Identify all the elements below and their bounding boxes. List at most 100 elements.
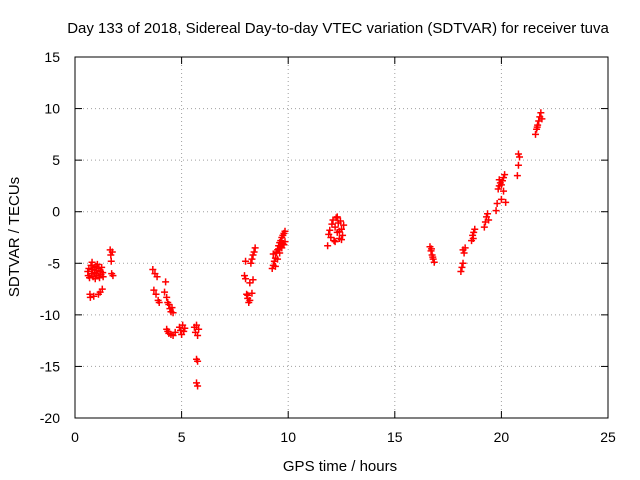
data-point: [494, 185, 502, 193]
y-axis: -20 -15 -10 -5 0 5 10 15: [40, 49, 608, 426]
x-tick-label: 0: [71, 429, 79, 445]
data-point: [181, 324, 189, 332]
data-point: [331, 223, 339, 231]
y-axis-title: SDTVAR / TECUs: [6, 177, 23, 297]
data-point: [249, 276, 257, 284]
data-point: [495, 176, 503, 184]
data-point: [194, 357, 202, 365]
data-point: [460, 249, 468, 257]
data-point: [247, 259, 255, 267]
data-point: [165, 301, 173, 309]
data-point: [98, 263, 106, 271]
x-axis-title: GPS time / hours: [283, 458, 397, 475]
data-point: [327, 234, 335, 241]
data-point: [98, 285, 106, 293]
data-point: [107, 257, 115, 265]
data-point: [248, 289, 256, 297]
data-point: [538, 115, 546, 123]
data-point: [514, 150, 522, 158]
data-point: [332, 214, 340, 222]
data-point: [162, 278, 170, 286]
data-point: [248, 255, 256, 263]
y-tick-label: -15: [40, 358, 60, 374]
data-point: [150, 286, 158, 294]
data-point: [497, 181, 505, 189]
data-point: [338, 236, 345, 244]
data-point: [153, 273, 161, 281]
chart-title: Day 133 of 2018, Sidereal Day-to-day VTE…: [67, 20, 609, 37]
y-tick-label: -10: [40, 307, 60, 323]
data-point: [108, 248, 116, 256]
y-tick-label: 10: [44, 101, 60, 117]
data-point: [340, 221, 348, 229]
data-point: [336, 217, 344, 225]
data-point: [333, 213, 341, 221]
data-point: [471, 225, 479, 233]
data-point: [90, 292, 98, 300]
data-point: [193, 321, 201, 329]
data-point: [194, 331, 202, 339]
data-point: [513, 172, 521, 180]
data-point: [242, 275, 250, 283]
data-points: [84, 109, 546, 390]
y-tick-label: -5: [48, 255, 61, 271]
data-point: [251, 244, 259, 252]
data-point: [427, 245, 435, 253]
x-axis: 0 5 10 15 20 25: [71, 57, 616, 445]
data-point: [485, 216, 493, 224]
data-point: [469, 235, 477, 243]
data-point: [249, 251, 257, 259]
data-point: [193, 379, 201, 387]
data-point: [242, 257, 250, 265]
data-point: [244, 291, 252, 299]
data-point: [85, 274, 93, 282]
data-point: [484, 210, 492, 218]
y-tick-label: 15: [44, 49, 60, 65]
data-point: [274, 255, 282, 263]
x-tick-label: 25: [600, 429, 616, 445]
data-point: [492, 207, 500, 215]
data-point: [532, 130, 540, 138]
data-point: [480, 223, 488, 231]
data-point: [493, 199, 501, 207]
data-point: [169, 309, 177, 317]
data-point: [500, 187, 508, 195]
data-point: [457, 268, 465, 276]
data-point: [109, 272, 117, 280]
data-point: [516, 153, 524, 161]
data-point: [86, 293, 94, 301]
data-point: [180, 327, 188, 335]
data-point: [96, 274, 104, 282]
data-point: [161, 288, 169, 296]
data-point: [326, 226, 334, 234]
data-point: [276, 249, 284, 257]
data-point: [502, 198, 510, 206]
y-tick-label: -20: [40, 410, 60, 426]
plot-frame: [74, 56, 609, 419]
data-point: [501, 171, 509, 179]
data-point: [149, 265, 157, 273]
data-point: [500, 174, 508, 182]
data-point: [470, 228, 478, 236]
x-tick-label: 5: [178, 429, 186, 445]
data-point: [458, 263, 466, 271]
data-point: [537, 109, 545, 117]
data-point: [246, 296, 254, 304]
data-point: [324, 242, 332, 250]
y-tick-label: 5: [52, 152, 60, 168]
data-point: [533, 123, 541, 131]
data-point: [107, 251, 115, 259]
data-point: [281, 227, 289, 235]
data-point: [514, 161, 522, 169]
data-point: [195, 325, 203, 333]
data-point: [152, 290, 160, 298]
data-point: [459, 259, 467, 267]
data-point: [498, 177, 506, 185]
data-point: [93, 260, 101, 268]
data-point: [497, 195, 505, 203]
data-point: [459, 246, 467, 254]
data-point: [99, 273, 107, 281]
x-tick-label: 15: [387, 429, 403, 445]
data-point: [168, 304, 176, 312]
